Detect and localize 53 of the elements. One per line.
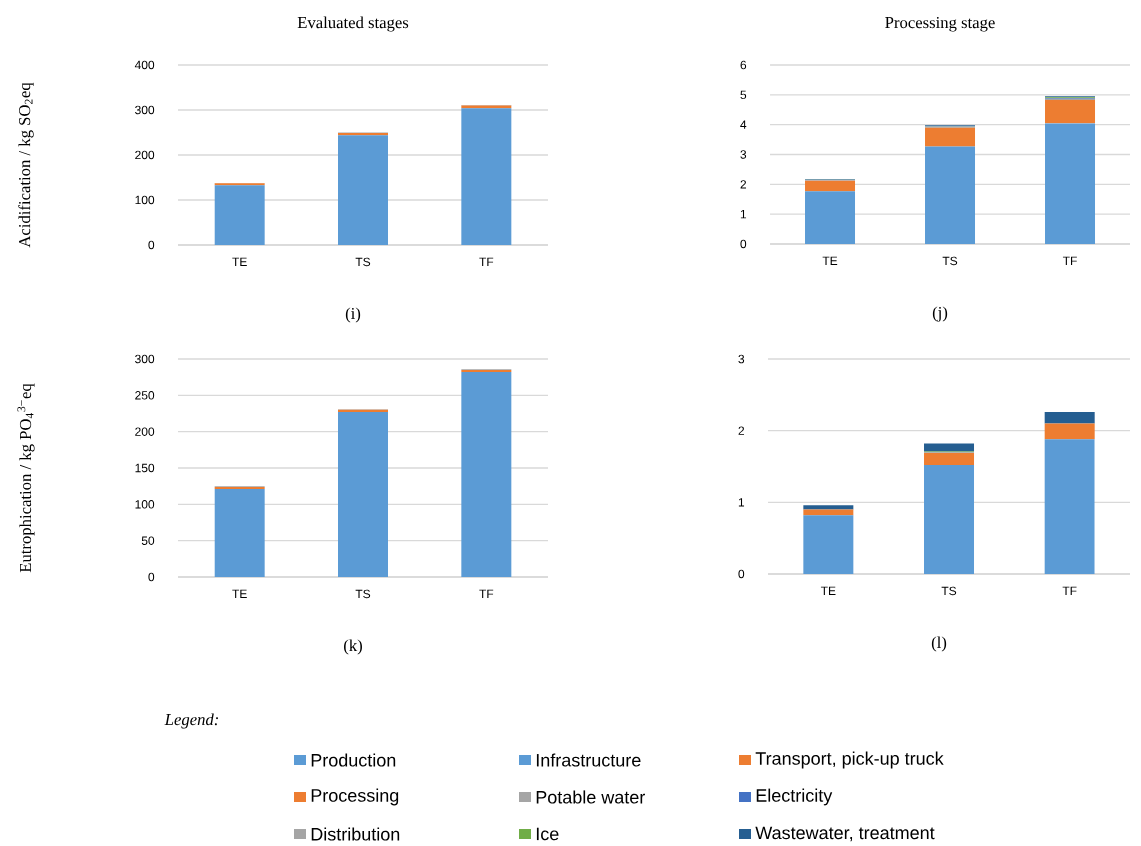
y-tick-label: 0 <box>740 239 747 249</box>
x-tick-label: TS <box>355 589 371 599</box>
legend-label: Wastewater, treatment <box>755 826 935 842</box>
y-tick-label: 300 <box>135 354 155 364</box>
y-tick-label: 100 <box>135 500 155 509</box>
y-tick-label: 1 <box>738 498 745 507</box>
y-tick-label: 2 <box>738 426 745 435</box>
y-tick-label: 3 <box>738 354 745 364</box>
legend-label: Transport, pick-up truck <box>755 751 944 769</box>
y-tick-label: 200 <box>135 150 155 160</box>
legend-label: Infrastructure <box>536 753 641 767</box>
y-tick-label: 4 <box>740 120 747 129</box>
y-tick-label: 400 <box>134 60 155 70</box>
legend-title: Legend: <box>164 713 219 729</box>
y-tick-label: 2 <box>740 180 747 189</box>
x-tick-label: TS <box>355 257 371 267</box>
y-tick-label: 250 <box>135 391 155 400</box>
y-tick-label: 5 <box>740 90 747 100</box>
legend-label: Processing <box>311 788 399 806</box>
y-tick-label: 300 <box>135 105 155 115</box>
text: (l) <box>931 636 947 652</box>
y-tick-label: 6 <box>740 60 747 70</box>
y-tick-label: 0 <box>148 240 155 250</box>
x-tick-label: TS <box>941 586 957 596</box>
legend-label: Ice <box>536 827 559 841</box>
legend-label: Production <box>311 753 396 767</box>
y-axis-title: Acidification / kg SO$_{2}$eq <box>18 82 34 248</box>
y-tick-label: 3 <box>740 150 747 159</box>
x-tick-label: TF <box>479 589 494 598</box>
y-tick-label: 0 <box>148 572 155 582</box>
x-tick-label: TE <box>232 589 247 598</box>
y-tick-label: 150 <box>135 463 155 473</box>
x-tick-label: TF <box>479 257 494 266</box>
text: (j) <box>932 306 948 322</box>
text: (i) <box>345 307 361 323</box>
chart-title: Processing stage <box>885 16 995 32</box>
chart-title: Evaluated stages <box>297 16 409 32</box>
y-axis-title: Eutrophication / kg PO$_{4}$$^{3−}$eq <box>17 383 35 573</box>
y-tick-label: 50 <box>141 536 155 545</box>
y-tick-label: 0 <box>738 569 745 579</box>
x-tick-label: TF <box>1062 256 1077 265</box>
x-tick-label: TS <box>942 256 958 266</box>
x-tick-label: TF <box>1062 586 1077 595</box>
text: (k) <box>344 639 362 655</box>
legend-label: Electricity <box>756 788 833 806</box>
x-tick-label: TE <box>822 256 838 265</box>
x-tick-label: TE <box>232 257 247 266</box>
legend-label: Potable water <box>536 790 645 804</box>
y-tick-label: 200 <box>135 427 155 436</box>
y-tick-label: 1 <box>740 210 747 219</box>
y-tick-label: 100 <box>135 195 155 205</box>
x-tick-label: TE <box>820 586 836 595</box>
legend-label: Distribution <box>311 827 400 841</box>
